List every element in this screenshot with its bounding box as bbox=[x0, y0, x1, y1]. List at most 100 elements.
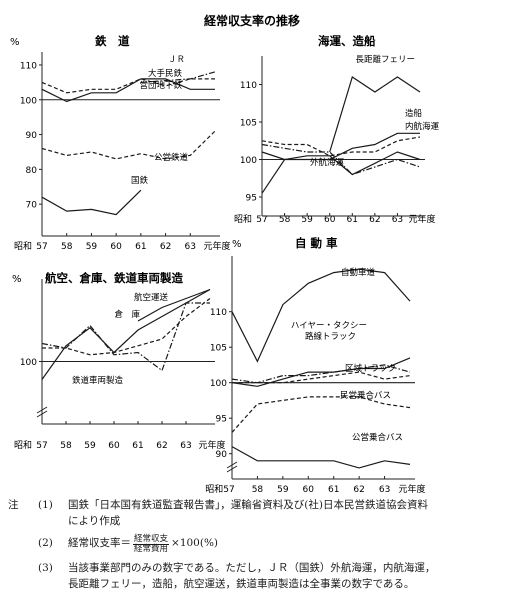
note-1: 注 (1) 国鉄「日本国有鉄道監査報告書」，運輸省資料及び(社)日本民営鉄道協会… bbox=[8, 497, 498, 513]
series-line bbox=[261, 151, 421, 194]
series-label: 長距離フェリー bbox=[355, 54, 415, 65]
series-line bbox=[41, 130, 216, 160]
x-tick-label: 61 bbox=[132, 441, 143, 451]
x-end-label: 元年度 bbox=[198, 439, 225, 451]
series-label: 大手民鉄 bbox=[148, 68, 183, 79]
y-tick-label: 110 bbox=[240, 81, 257, 91]
series-line bbox=[41, 302, 210, 372]
note-1-text: 国鉄「日本国有鉄道監査報告書」，運輸省資料及び(社)日本民営鉄道協会資料 bbox=[68, 499, 428, 511]
chart-title: 鉄 道 bbox=[95, 34, 130, 48]
axis-break-mark bbox=[36, 406, 48, 418]
series-label: ハイヤー・タクシー bbox=[291, 321, 367, 331]
y-tick-label: 100 bbox=[210, 379, 227, 389]
notes: 注 (1) 国鉄「日本国有鉄道監査報告書」，運輸省資料及び(社)日本民営鉄道協会… bbox=[8, 497, 498, 592]
note-2-fraction: 経常収支 経常費用 bbox=[133, 534, 170, 554]
x-tick-label: 60 bbox=[110, 242, 122, 252]
y-tick-label: 100 bbox=[240, 156, 257, 166]
note-2: (2) 経常収支率＝ 経常収支 経常費用 ×100(%) bbox=[8, 535, 498, 554]
chart-title: 航空、倉庫、鉄道車両製造 bbox=[45, 271, 183, 285]
series-line bbox=[41, 288, 211, 380]
x-tick-label: 63 bbox=[392, 215, 403, 225]
note-1-line2: により作成 bbox=[8, 513, 498, 529]
x-tick-label: 62 bbox=[369, 215, 380, 225]
series-line bbox=[42, 298, 211, 356]
x-tick-label: 62 bbox=[160, 242, 171, 252]
series-label: 倉 庫 bbox=[114, 309, 140, 320]
note-2-prefix: 経常収支率＝ bbox=[68, 537, 131, 549]
x-tick-label: 63 bbox=[379, 485, 390, 495]
y-unit-label: % bbox=[232, 239, 242, 250]
x-tick-label: 58 bbox=[252, 485, 264, 495]
y-tick-label: 70 bbox=[26, 201, 38, 211]
x-tick-label: 60 bbox=[303, 485, 315, 495]
x-tick-label: 57 bbox=[256, 215, 267, 225]
figure-title: 経常収支率の推移 bbox=[204, 13, 300, 28]
x-tick-label: 昭和57 bbox=[205, 484, 234, 495]
x-tick-label: 59 bbox=[86, 242, 98, 252]
series-label: 航空運送 bbox=[134, 292, 169, 303]
note-3-number: (3) bbox=[38, 562, 53, 574]
series-label: 民営乗合バス bbox=[340, 390, 391, 401]
note-3-text2: 長距離フェリー，造船，航空運送，鉄道車両製造は全事業の数字である。 bbox=[68, 578, 415, 590]
note-label: 注 bbox=[8, 499, 19, 511]
series-line bbox=[41, 78, 215, 94]
x-tick-label: 57 bbox=[36, 242, 47, 252]
y-tick-label: 100 bbox=[20, 96, 37, 106]
series-line bbox=[41, 189, 142, 216]
y-tick-label: 105 bbox=[210, 344, 227, 354]
x-tick-label: 63 bbox=[180, 441, 191, 451]
note-1-text2: により作成 bbox=[68, 515, 121, 527]
series-line bbox=[261, 132, 420, 161]
x-tick-label: 63 bbox=[185, 242, 196, 252]
y-tick-label: 95 bbox=[216, 415, 227, 425]
series-line bbox=[261, 143, 421, 176]
y-unit-label: % bbox=[10, 37, 20, 48]
x-tick-label: 57 bbox=[36, 441, 47, 451]
x-tick-label: 61 bbox=[135, 242, 146, 252]
series-label: 営団地下鉄 bbox=[139, 80, 182, 91]
y-tick-label: 90 bbox=[26, 131, 38, 141]
chart-shipping: 海運、造船 95 100 105 110 57 58 59 60 61 62 63 元年度 昭和 長距離フェ… bbox=[234, 34, 440, 225]
note-1-number: (1) bbox=[38, 499, 53, 511]
series-label: 公営鉄道 bbox=[154, 152, 189, 163]
x-era-label: 昭和 bbox=[14, 440, 32, 451]
series-label: 国鉄 bbox=[131, 175, 149, 186]
series-line bbox=[231, 446, 411, 469]
y-tick-label: 110 bbox=[20, 61, 37, 71]
series-line bbox=[329, 76, 421, 153]
x-tick-label: 59 bbox=[301, 215, 313, 225]
y-tick-label: 100 bbox=[20, 358, 37, 368]
chart-rail: 鉄 道% 70 80 90 100 110 57 58 59 60 61 62 63 元年度 昭和 ＪＲ 大手民… bbox=[10, 34, 231, 252]
chart-title: 海運、造船 bbox=[318, 34, 376, 48]
y-tick-label: 80 bbox=[26, 166, 38, 176]
y-tick-label: 90 bbox=[216, 450, 228, 460]
x-tick-label: 62 bbox=[353, 485, 364, 495]
note-3-line2: 長距離フェリー，造船，航空運送，鉄道車両製造は全事業の数字である。 bbox=[8, 576, 498, 592]
series-line bbox=[232, 371, 411, 384]
chart-title: 自 動 車 bbox=[295, 236, 338, 250]
x-end-label: 元年度 bbox=[398, 483, 425, 495]
series-line bbox=[231, 396, 411, 433]
y-unit-label: % bbox=[12, 274, 22, 285]
x-tick-label: 58 bbox=[60, 441, 72, 451]
x-era-label: 昭和 bbox=[234, 214, 252, 225]
note-3-text: 当該事業部門のみの数字である。ただし，ＪＲ（国鉄）外航海運，内航海運， bbox=[68, 562, 436, 574]
series-label: 造船 bbox=[405, 108, 423, 119]
x-tick-label: 58 bbox=[61, 242, 73, 252]
note-2-denominator: 経常費用 bbox=[134, 544, 169, 554]
y-tick-label: 110 bbox=[210, 308, 227, 318]
series-line bbox=[231, 364, 411, 384]
x-tick-label: 58 bbox=[279, 215, 291, 225]
series-label: ＪＲ bbox=[168, 55, 185, 65]
x-end-label: 元年度 bbox=[408, 213, 435, 225]
series-line bbox=[231, 268, 411, 363]
series-line bbox=[137, 288, 211, 322]
series-line bbox=[261, 136, 421, 157]
series-label: 内航海運 bbox=[405, 121, 440, 132]
note-2-numerator: 経常収支 bbox=[133, 534, 170, 545]
x-tick-label: 60 bbox=[108, 441, 120, 451]
x-tick-label: 59 bbox=[277, 485, 289, 495]
series-line bbox=[231, 357, 411, 387]
